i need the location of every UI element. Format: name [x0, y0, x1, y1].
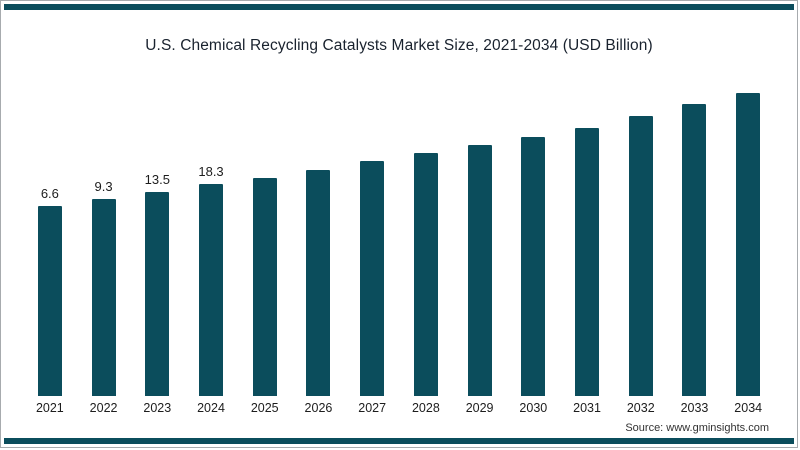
bar-value-label: 6.6	[40, 186, 59, 201]
bar-slot	[506, 117, 560, 396]
top-accent-rule	[4, 4, 794, 10]
bar-slot	[238, 158, 292, 396]
bar-slot: 9.3	[77, 179, 131, 396]
chart-title: U.S. Chemical Recycling Catalysts Market…	[145, 37, 653, 54]
bottom-accent-rule	[4, 438, 794, 444]
bar	[467, 145, 492, 396]
bar-slot	[399, 133, 453, 396]
bar-value-label: 18.3	[198, 164, 224, 179]
bar-slot	[345, 141, 399, 396]
x-tick-label: 2034	[734, 401, 763, 415]
source-text: Source: www.gminsights.com	[625, 422, 769, 434]
x-tick-label: 2031	[573, 401, 601, 415]
bar	[575, 128, 600, 396]
bar	[199, 184, 224, 396]
x-tick-label: 2021	[35, 401, 64, 415]
bar	[628, 116, 653, 396]
bar	[682, 104, 707, 396]
x-tick-label: 2026	[304, 401, 333, 415]
x-tick-label: 2028	[411, 401, 440, 415]
bar-slot	[292, 150, 346, 396]
plot-area: 6.6 9.3 13.5 18.3	[23, 76, 775, 396]
bar	[306, 170, 331, 396]
bar	[413, 153, 438, 396]
bar	[736, 93, 761, 396]
bar	[37, 206, 62, 396]
bar	[360, 161, 385, 396]
x-tick-label: 2024	[197, 401, 225, 415]
x-tick-label: 2023	[143, 401, 172, 415]
bar-slot: 13.5	[130, 172, 184, 396]
x-tick-label: 2033	[680, 401, 709, 415]
bar	[521, 137, 546, 396]
bar	[252, 178, 277, 396]
bar-slot: 6.6	[23, 186, 77, 396]
x-tick-label: 2032	[626, 401, 655, 415]
bar-slot: 18.3	[184, 164, 238, 396]
x-tick-label: 2022	[89, 401, 118, 415]
bar	[91, 199, 116, 396]
bar-slot	[560, 108, 614, 396]
bar-slot	[614, 96, 668, 396]
x-tick-label: 2025	[250, 401, 279, 415]
bars: 6.6 9.3 13.5 18.3	[23, 76, 775, 396]
x-tick-label: 2030	[519, 401, 548, 415]
bar-slot	[453, 125, 507, 396]
bar-slot	[721, 73, 775, 396]
year-labels: 2021 2022 2023 2024 2025 2026 2027 2028 2029 2030…	[23, 401, 775, 415]
x-tick-label: 2029	[465, 401, 494, 415]
bar-slot	[668, 84, 722, 396]
bar-value-label: 13.5	[144, 172, 170, 187]
x-tick-label: 2027	[358, 401, 387, 415]
bar	[145, 192, 170, 396]
bar-value-label: 9.3	[94, 179, 113, 194]
